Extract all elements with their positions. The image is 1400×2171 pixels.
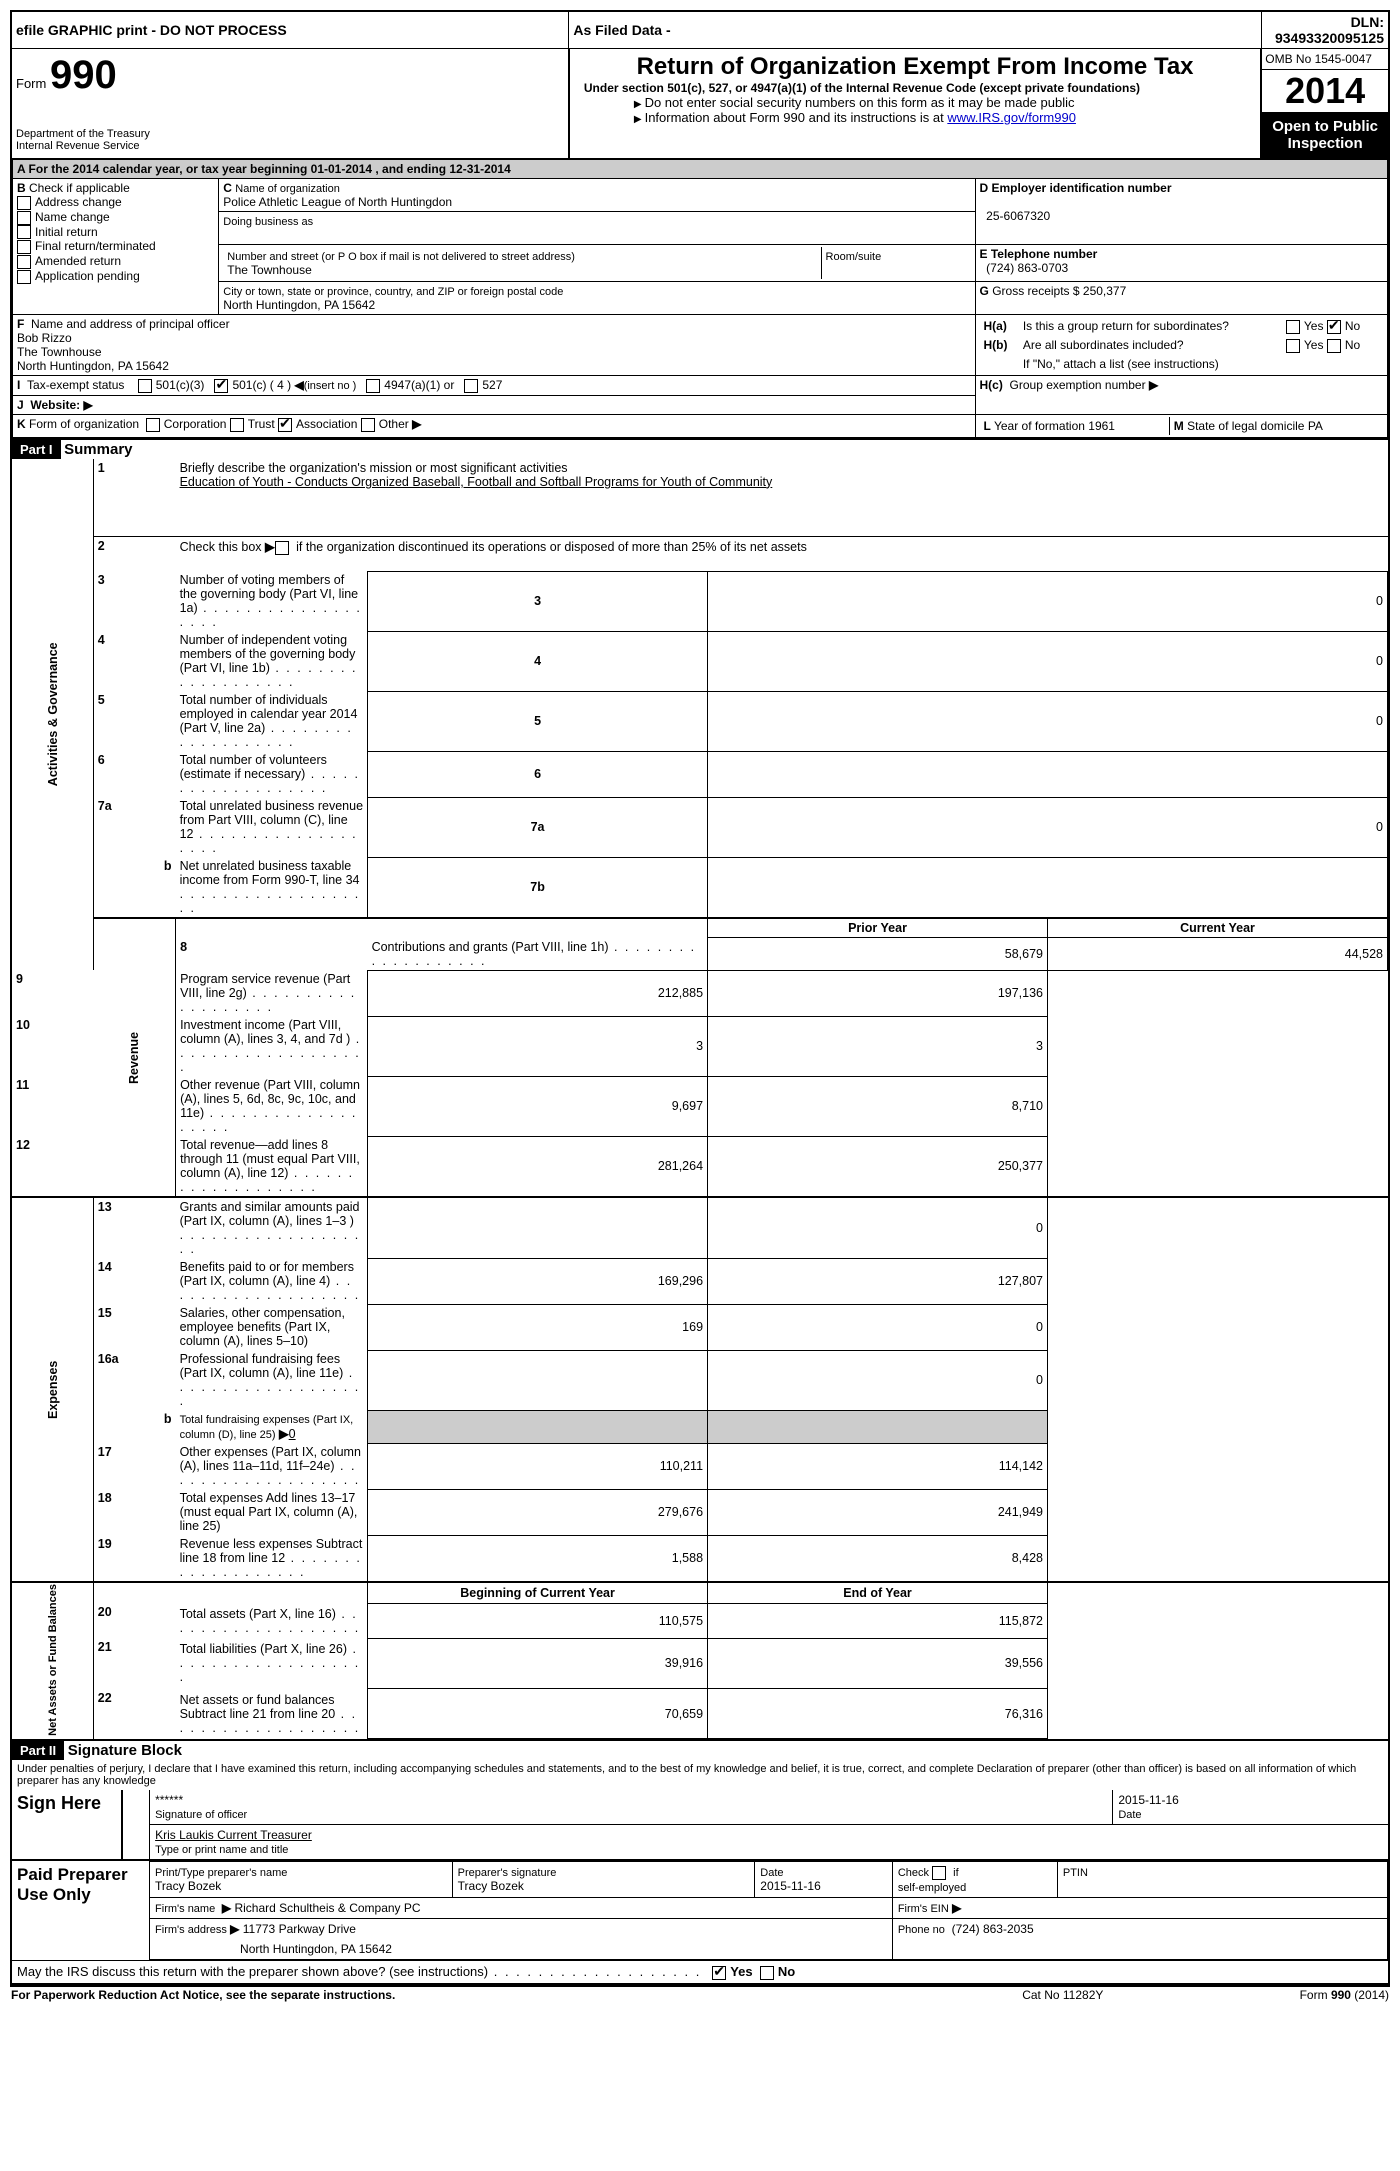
line-a-period: A For the 2014 calendar year, or tax yea… — [13, 160, 1388, 179]
note-info: Information about Form 990 and its instr… — [645, 110, 948, 125]
paperwork-notice: For Paperwork Reduction Act Notice, see … — [10, 1986, 960, 2003]
check-hb-yes[interactable] — [1286, 339, 1300, 353]
cat-no: Cat No 11282Y — [960, 1986, 1165, 2003]
check-corp[interactable] — [146, 418, 160, 432]
officer-printed-name: Kris Laukis Current Treasurer — [155, 1828, 312, 1842]
discuss-question: May the IRS discuss this return with the… — [17, 1964, 488, 1979]
prep-date: 2015-11-16 — [760, 1879, 821, 1893]
check-527[interactable] — [464, 379, 478, 393]
check-pending[interactable] — [17, 270, 31, 284]
group-revenue: Revenue — [93, 918, 175, 1197]
firm-phone: (724) 863-2035 — [952, 1922, 1034, 1936]
dln-value: 93493320095125 — [1275, 30, 1384, 46]
topbar-asfiled: As Filed Data - — [569, 11, 1261, 49]
col-current: Current Year — [1048, 918, 1388, 938]
return-title: Return of Organization Exempt From Incom… — [574, 53, 1256, 81]
ein-value: 25-6067320 — [986, 209, 1050, 223]
line7a-val: 0 — [708, 797, 1388, 857]
col-begin: Beginning of Current Year — [368, 1582, 708, 1603]
group-activities: Activities & Governance — [12, 459, 93, 970]
org-name: Police Athletic League of North Huntingd… — [223, 195, 452, 209]
omb-number: OMB No 1545-0047 — [1262, 49, 1388, 70]
check-501c[interactable] — [214, 379, 228, 393]
topbar-efile: efile GRAPHIC print - DO NOT PROCESS — [11, 11, 569, 49]
irs-label: Internal Revenue Service — [16, 140, 564, 152]
line16b-val: 0 — [289, 1427, 296, 1441]
officer-name: Bob Rizzo — [17, 331, 72, 345]
line7b-val — [708, 857, 1388, 918]
preparer-sig: Tracy Bozek — [458, 1879, 524, 1893]
dept-treasury: Department of the Treasury — [16, 128, 564, 140]
firm-city: North Huntingdon, PA 15642 — [150, 1939, 893, 1960]
check-name-change[interactable] — [17, 211, 31, 225]
check-assoc[interactable] — [278, 418, 292, 432]
check-self-employed[interactable] — [932, 1866, 946, 1880]
phone-value: (724) 863-0703 — [986, 261, 1068, 275]
firm-name: Richard Schultheis & Company PC — [234, 1901, 420, 1915]
line6-val — [708, 751, 1388, 797]
sig-date: 2015-11-16 — [1118, 1793, 1179, 1807]
part1-label: Part I — [12, 440, 61, 459]
mission-desc: Education of Youth - Conducts Organized … — [180, 475, 773, 489]
paid-preparer-label: Paid Preparer Use Only — [12, 1862, 150, 1960]
subtitle: Under section 501(c), 527, or 4947(a)(1)… — [574, 81, 1256, 95]
check-4947[interactable] — [366, 379, 380, 393]
sig-stars: ****** — [155, 1793, 183, 1807]
gross-receipts: 250,377 — [1083, 284, 1126, 298]
check-amended[interactable] — [17, 255, 31, 269]
col-prior: Prior Year — [708, 918, 1048, 938]
dln-label: DLN: — [1351, 14, 1384, 30]
check-trust[interactable] — [230, 418, 244, 432]
group-netassets: Net Assets or Fund Balances — [12, 1582, 93, 1739]
check-ha-yes[interactable] — [1286, 320, 1300, 334]
check-initial-return[interactable] — [17, 225, 31, 239]
check-address-change[interactable] — [17, 196, 31, 210]
irs-link[interactable]: www.IRS.gov/form990 — [947, 110, 1076, 125]
street-address: The Townhouse — [227, 263, 312, 277]
tax-year: 2014 — [1262, 70, 1388, 112]
line4-val: 0 — [708, 631, 1388, 691]
document-root: efile GRAPHIC print - DO NOT PROCESS As … — [10, 10, 1390, 1985]
year-formation: 1961 — [1088, 419, 1115, 433]
check-ha-no[interactable] — [1327, 320, 1341, 334]
open-inspection: Open to Public Inspection — [1262, 112, 1388, 158]
ein-label: D Employer identification number — [980, 181, 1172, 195]
form-number: 990 — [50, 53, 117, 97]
check-other[interactable] — [361, 418, 375, 432]
check-501c3[interactable] — [138, 379, 152, 393]
check-discontinued[interactable] — [275, 541, 289, 555]
city-value: North Huntingdon, PA 15642 — [223, 298, 375, 312]
check-discuss-yes[interactable] — [712, 1966, 726, 1980]
check-hb-no[interactable] — [1327, 339, 1341, 353]
group-expenses: Expenses — [12, 1197, 93, 1582]
line3-val: 0 — [708, 571, 1388, 631]
part2-title: Signature Block — [68, 1742, 182, 1759]
col-end: End of Year — [708, 1582, 1048, 1603]
form-label: Form — [16, 76, 46, 91]
part1-title: Summary — [64, 441, 132, 458]
check-final-return[interactable] — [17, 240, 31, 254]
firm-address: 11773 Parkway Drive — [243, 1922, 356, 1936]
check-discuss-no[interactable] — [760, 1966, 774, 1980]
note-ssn: Do not enter social security numbers on … — [645, 95, 1075, 110]
sign-here-label: Sign Here — [12, 1790, 122, 1859]
part2-label: Part II — [12, 1741, 64, 1760]
state-domicile: PA — [1308, 419, 1323, 433]
preparer-name: Tracy Bozek — [155, 1879, 221, 1893]
line5-val: 0 — [708, 691, 1388, 751]
perjury-statement: Under penalties of perjury, I declare th… — [11, 1760, 1389, 1790]
